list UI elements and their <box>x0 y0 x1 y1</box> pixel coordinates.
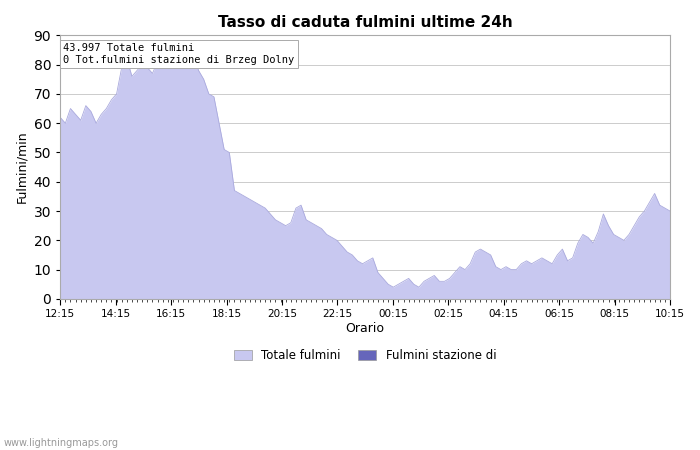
X-axis label: Orario: Orario <box>346 322 384 335</box>
Text: 43.997 Totale fulmini
0 Tot.fulmini stazione di Brzeg Dolny: 43.997 Totale fulmini 0 Tot.fulmini staz… <box>63 43 295 65</box>
Text: www.lightningmaps.org: www.lightningmaps.org <box>4 438 118 448</box>
Title: Tasso di caduta fulmini ultime 24h: Tasso di caduta fulmini ultime 24h <box>218 15 512 30</box>
Legend: Totale fulmini, Fulmini stazione di: Totale fulmini, Fulmini stazione di <box>230 344 501 367</box>
Y-axis label: Fulmini/min: Fulmini/min <box>15 131 28 203</box>
